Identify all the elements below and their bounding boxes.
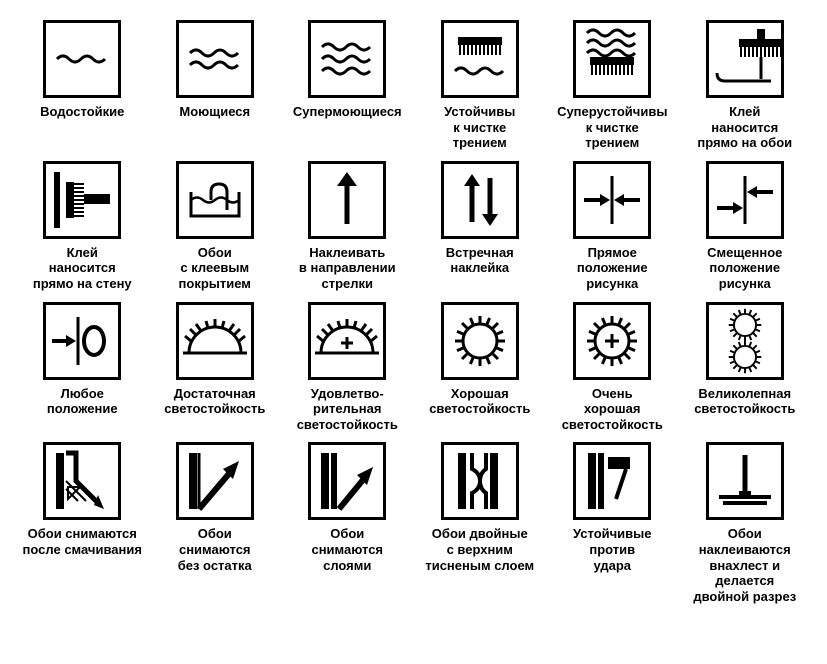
- symbol-label: Обои двойные с верхним тисненым слоем: [425, 526, 534, 573]
- strip-wet-icon: [43, 442, 121, 520]
- symbol-arrows-offset: Смещенное положение рисунка: [683, 161, 808, 292]
- symbol-sun-full-plus: Очень хорошая светостойкость: [550, 302, 675, 433]
- arrows-in-icon: [573, 161, 651, 239]
- arrow-zero-icon: [43, 302, 121, 380]
- symbol-label: Водостойкие: [40, 104, 124, 120]
- symbol-arrow-zero: Любое положение: [20, 302, 145, 433]
- symbol-label: Устойчивые против удара: [573, 526, 652, 573]
- arrows-updown-icon: [441, 161, 519, 239]
- symbol-label: Моющиеся: [179, 104, 250, 120]
- symbol-grid: Водостойкие Моющиеся Супермоющиеся Устойчив…: [20, 20, 807, 604]
- symbol-label: Суперустойчивы к чистке трением: [557, 104, 667, 151]
- symbol-label: Великолепная светостойкость: [694, 386, 795, 417]
- sun-full-plus-icon: [573, 302, 651, 380]
- symbol-label: Смещенное положение рисунка: [707, 245, 782, 292]
- symbol-impact: Устойчивые против удара: [550, 442, 675, 604]
- symbol-label: Очень хорошая светостойкость: [562, 386, 663, 433]
- wave-1-icon: [43, 20, 121, 98]
- symbol-brush-wall: Клей наносится прямо на стену: [20, 161, 145, 292]
- symbol-arrows-in: Прямое положение рисунка: [550, 161, 675, 292]
- brush-wave-1-icon: [441, 20, 519, 98]
- arrow-up-icon: [308, 161, 386, 239]
- symbol-label: Обои снимаются слоями: [311, 526, 383, 573]
- symbol-water-bath: Обои с клеевым покрытием: [153, 161, 278, 292]
- symbol-label: Любое положение: [47, 386, 118, 417]
- symbol-duplex-emboss: Обои двойные с верхним тисненым слоем: [418, 442, 543, 604]
- strip-layers-icon: [308, 442, 386, 520]
- symbol-sun-double: Великолепная светостойкость: [683, 302, 808, 433]
- symbol-brush-wave-1: Устойчивы к чистке трением: [418, 20, 543, 151]
- symbol-label: Удовлетво- рительная светостойкость: [297, 386, 398, 433]
- symbol-label: Супермоющиеся: [293, 104, 402, 120]
- symbol-arrow-up: Наклеивать в направлении стрелки: [285, 161, 410, 292]
- wave-3-icon: [308, 20, 386, 98]
- symbol-brush-wave-3: Суперустойчивы к чистке трением: [550, 20, 675, 151]
- symbol-sun-half-plus: Удовлетво- рительная светостойкость: [285, 302, 410, 433]
- symbol-arrows-updown: Встречная наклейка: [418, 161, 543, 292]
- symbol-overlap-cut: Обои наклеиваются внахлест и делается дв…: [683, 442, 808, 604]
- brush-sled-icon: [706, 20, 784, 98]
- sun-half-icon: [176, 302, 254, 380]
- brush-wave-3-icon: [573, 20, 651, 98]
- symbol-strip-layers: Обои снимаются слоями: [285, 442, 410, 604]
- symbol-label: Обои с клеевым покрытием: [179, 245, 251, 292]
- symbol-wave-3: Супермоющиеся: [285, 20, 410, 151]
- symbol-label: Достаточная светостойкость: [164, 386, 265, 417]
- symbol-wave-2: Моющиеся: [153, 20, 278, 151]
- sun-half-plus-icon: [308, 302, 386, 380]
- water-bath-icon: [176, 161, 254, 239]
- brush-wall-icon: [43, 161, 121, 239]
- arrows-offset-icon: [706, 161, 784, 239]
- symbol-wave-1: Водостойкие: [20, 20, 145, 151]
- symbol-sun-half: Достаточная светостойкость: [153, 302, 278, 433]
- overlap-cut-icon: [706, 442, 784, 520]
- symbol-label: Устойчивы к чистке трением: [444, 104, 515, 151]
- symbol-brush-sled: Клей наносится прямо на обои: [683, 20, 808, 151]
- symbol-label: Хорошая светостойкость: [429, 386, 530, 417]
- wave-2-icon: [176, 20, 254, 98]
- sun-double-icon: [706, 302, 784, 380]
- sun-full-icon: [441, 302, 519, 380]
- impact-icon: [573, 442, 651, 520]
- symbol-label: Прямое положение рисунка: [577, 245, 648, 292]
- symbol-label: Встречная наклейка: [446, 245, 514, 276]
- symbol-label: Обои снимаются без остатка: [178, 526, 252, 573]
- strip-dry-icon: [176, 442, 254, 520]
- symbol-strip-dry: Обои снимаются без остатка: [153, 442, 278, 604]
- duplex-emboss-icon: [441, 442, 519, 520]
- symbol-label: Обои снимаются после смачивания: [23, 526, 142, 557]
- symbol-label: Наклеивать в направлении стрелки: [299, 245, 396, 292]
- symbol-sun-full: Хорошая светостойкость: [418, 302, 543, 433]
- symbol-label: Обои наклеиваются внахлест и делается дв…: [683, 526, 808, 604]
- symbol-strip-wet: Обои снимаются после смачивания: [20, 442, 145, 604]
- symbol-label: Клей наносится прямо на обои: [697, 104, 792, 151]
- symbol-label: Клей наносится прямо на стену: [33, 245, 132, 292]
